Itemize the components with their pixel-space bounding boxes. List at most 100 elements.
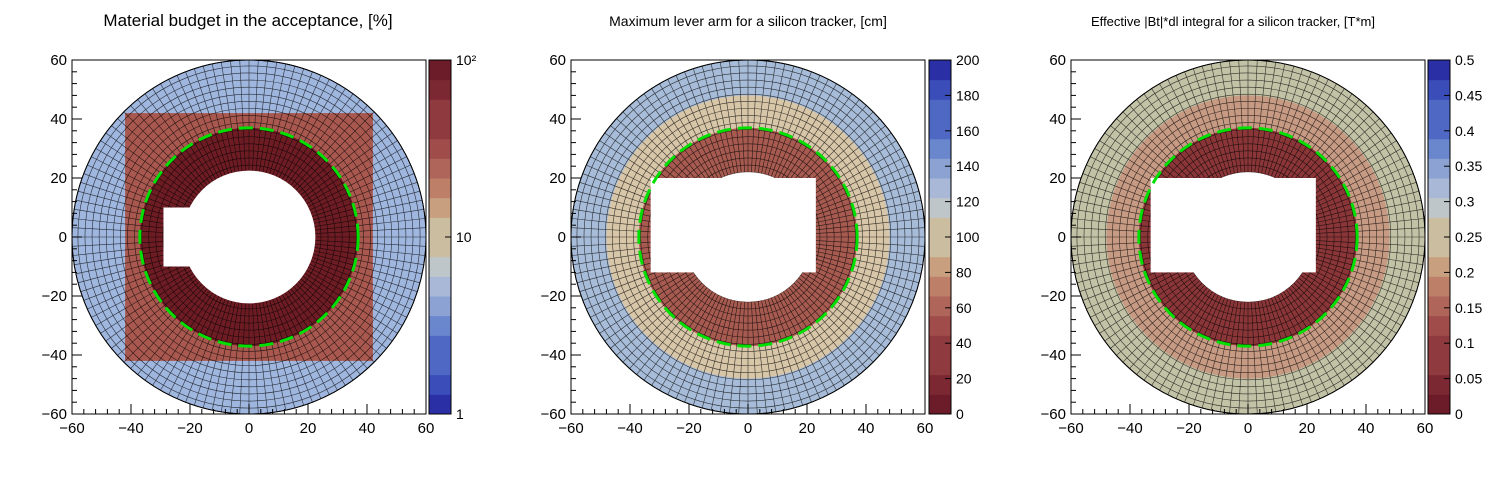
grid-spoke (812, 209, 923, 228)
colorbar-band (1428, 276, 1450, 297)
grid-spoke (306, 266, 407, 318)
grid-spoke (1193, 68, 1229, 176)
grid-spoke (651, 291, 713, 386)
grid-spoke (667, 294, 719, 395)
x-tick-label: 0 (245, 420, 253, 437)
grid-spoke (812, 227, 925, 234)
x-tick-label: 60 (418, 420, 435, 437)
y-tick-label: 20 (1049, 170, 1066, 187)
grid-spoke (258, 62, 277, 173)
grid-spoke (729, 301, 742, 414)
grid-spoke (1238, 301, 1245, 414)
grid-spoke (299, 277, 387, 349)
colorbar-tick-label: 0.5 (1455, 52, 1475, 68)
grid-spoke (1201, 299, 1232, 409)
grid-spoke (616, 280, 700, 356)
grid-spoke (701, 65, 732, 175)
polar-grid (571, 60, 925, 414)
grid-spoke (808, 173, 914, 215)
colorbar-band (429, 217, 451, 238)
grid-spoke (629, 105, 705, 189)
grid-spoke (1302, 140, 1397, 202)
colorbar-tick-label: 0.2 (1455, 264, 1475, 280)
grid-spoke (777, 79, 829, 180)
grid-spoke (1254, 301, 1267, 414)
grid-spoke (751, 60, 758, 173)
colorbar-band (1428, 335, 1450, 356)
grid-spoke (275, 75, 322, 178)
colorbar-tick-label: 160 (956, 123, 980, 139)
grid-spoke (659, 293, 716, 391)
colorbar-band (929, 335, 951, 356)
panel-title: Maximum lever arm for a silicon tracker,… (609, 13, 887, 29)
grid-spoke (1280, 83, 1337, 181)
colorbar-band (429, 394, 451, 415)
grid-spoke (313, 227, 426, 234)
grid-spoke (255, 60, 268, 173)
grid-spoke (221, 301, 240, 412)
colorbar-band (429, 99, 451, 120)
x-tick-label: 60 (917, 420, 934, 437)
panel-title: Material budget in the acceptance, [%] (103, 11, 392, 30)
grid-spoke (100, 272, 195, 334)
central-hole (1183, 172, 1313, 302)
colorbar-band (1428, 394, 1450, 415)
grid-spoke (1136, 99, 1208, 187)
grid-spoke (1274, 75, 1321, 178)
grid-spoke (793, 282, 874, 363)
colorbar-band (1428, 355, 1450, 376)
grid-spoke (1270, 71, 1312, 177)
grid-spoke (87, 164, 190, 211)
grid-spoke (643, 93, 711, 185)
grid-spoke (1277, 79, 1329, 180)
grid-spoke (604, 274, 696, 342)
grid-spoke (783, 88, 845, 183)
grid-spoke (313, 209, 424, 228)
panel-material-budget: −60 −40 −20 0 20 40 60 −60 −40 −20 0 20 40 60 Material… (42, 11, 477, 437)
grid-spoke (313, 246, 424, 265)
grid-spoke (1159, 293, 1216, 391)
colorbar-band (1428, 197, 1450, 218)
grid-spoke (239, 301, 246, 414)
reference-circle (637, 126, 859, 348)
panel-bdl-integral: −60 −40 −20 0 20 40 60 −60 −40 −20 0 20 40 60 Effectiv… (1041, 14, 1483, 437)
colorbar-band (1428, 237, 1450, 258)
grid-spoke (1264, 299, 1295, 409)
grid-spoke (812, 218, 925, 231)
grid-spoke (1307, 164, 1410, 211)
grid-spoke (294, 111, 375, 192)
grid-spoke (780, 293, 837, 391)
grid-spoke (802, 272, 897, 334)
x-tick-label: 40 (359, 420, 376, 437)
grid-spoke (310, 182, 418, 218)
grid-spoke (811, 250, 922, 275)
grid-spoke (1296, 280, 1380, 356)
grid-spoke (1229, 60, 1242, 173)
grid-spoke (802, 140, 897, 202)
grid-spoke (1283, 88, 1345, 183)
grid-spoke (305, 148, 403, 205)
colorbar-tick-label: 0 (956, 406, 964, 422)
grid-spoke (292, 105, 368, 189)
y-tick-label: 20 (50, 170, 67, 187)
grid-spoke (1298, 277, 1386, 349)
grid-spoke (230, 60, 243, 173)
grid-spoke (278, 79, 330, 180)
heatmap-cells (72, 60, 426, 414)
grid-spoke (1288, 99, 1360, 187)
grid-spoke (83, 259, 189, 301)
grid-spoke (757, 62, 776, 173)
grid-spoke (303, 140, 398, 202)
panel-lever-arm: −60 −40 −20 0 20 40 60 −60 −40 −20 0 20 40 60 Maximum … (541, 13, 980, 437)
x-tick-label: −40 (617, 420, 642, 437)
grid-spoke (800, 274, 892, 342)
grid-spoke (312, 199, 423, 224)
grid-spoke (1099, 272, 1194, 334)
grid-spoke (1220, 301, 1239, 412)
grid-spoke (643, 289, 711, 381)
grid-spoke (788, 99, 860, 187)
grid-spoke (1104, 274, 1196, 342)
colorbar-tick-label: 200 (956, 52, 980, 68)
grid-spoke (1274, 296, 1321, 399)
